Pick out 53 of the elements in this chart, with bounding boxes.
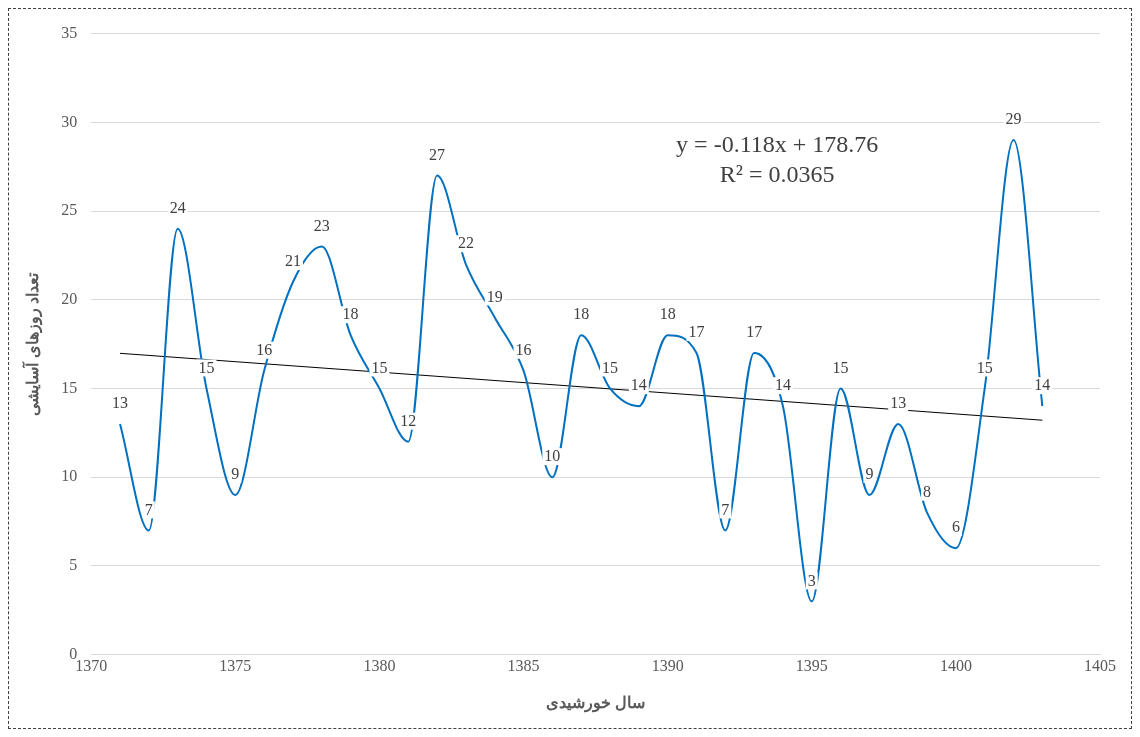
y-tick-label: 15 xyxy=(61,378,78,396)
data-label: 10 xyxy=(544,447,561,465)
data-label: 15 xyxy=(602,358,619,376)
data-label: 9 xyxy=(231,465,240,483)
data-label: 29 xyxy=(1005,110,1022,128)
data-label: 14 xyxy=(774,376,791,394)
data-label: 8 xyxy=(923,482,932,500)
x-tick-label: 1395 xyxy=(795,657,828,675)
data-label: 22 xyxy=(457,234,474,252)
data-label: 13 xyxy=(112,394,129,412)
y-axis-title: تعداد روزهای آسایشی xyxy=(21,271,44,416)
x-tick-label: 1405 xyxy=(1084,657,1116,675)
x-tick-label: 1370 xyxy=(75,657,108,675)
data-label: 14 xyxy=(630,376,647,394)
data-label: 7 xyxy=(144,500,153,518)
data-label: 19 xyxy=(486,287,503,305)
x-tick-label: 1375 xyxy=(219,657,252,675)
x-axis-title: سال خورشیدی xyxy=(545,693,646,713)
data-label: 21 xyxy=(284,252,301,270)
data-label: 3 xyxy=(807,571,816,589)
data-label: 13 xyxy=(890,394,907,412)
data-label: 14 xyxy=(1034,376,1051,394)
data-label: 17 xyxy=(746,323,763,341)
y-tick-label: 10 xyxy=(61,467,78,485)
data-label: 7 xyxy=(721,500,730,518)
x-tick-label: 1390 xyxy=(651,657,684,675)
data-label: 16 xyxy=(256,340,273,358)
y-tick-label: 20 xyxy=(61,289,78,307)
y-tick-label: 30 xyxy=(61,112,78,130)
data-label: 18 xyxy=(342,305,359,323)
data-label: 23 xyxy=(313,216,330,234)
x-tick-label: 1380 xyxy=(363,657,396,675)
y-tick-label: 0 xyxy=(69,644,78,662)
data-label: 6 xyxy=(951,518,960,536)
y-tick-label: 5 xyxy=(69,556,78,574)
data-label: 9 xyxy=(865,465,874,483)
x-tick-label: 1385 xyxy=(507,657,540,675)
data-label: 15 xyxy=(832,358,849,376)
data-label: 24 xyxy=(169,198,186,216)
data-label: 15 xyxy=(198,358,215,376)
annotation: R² = 0.0365 xyxy=(719,161,835,188)
annotation: y = -0.118x + 178.76 xyxy=(676,131,879,158)
data-label: 15 xyxy=(976,358,993,376)
data-label: 18 xyxy=(573,305,590,323)
data-label: 17 xyxy=(688,323,705,341)
y-tick-label: 35 xyxy=(61,23,78,41)
data-label: 27 xyxy=(429,145,446,163)
data-label: 12 xyxy=(400,411,417,429)
data-label: 18 xyxy=(659,305,676,323)
data-label: 16 xyxy=(515,340,532,358)
x-tick-label: 1400 xyxy=(939,657,972,675)
data-label: 15 xyxy=(371,358,388,376)
y-tick-label: 25 xyxy=(61,201,78,219)
